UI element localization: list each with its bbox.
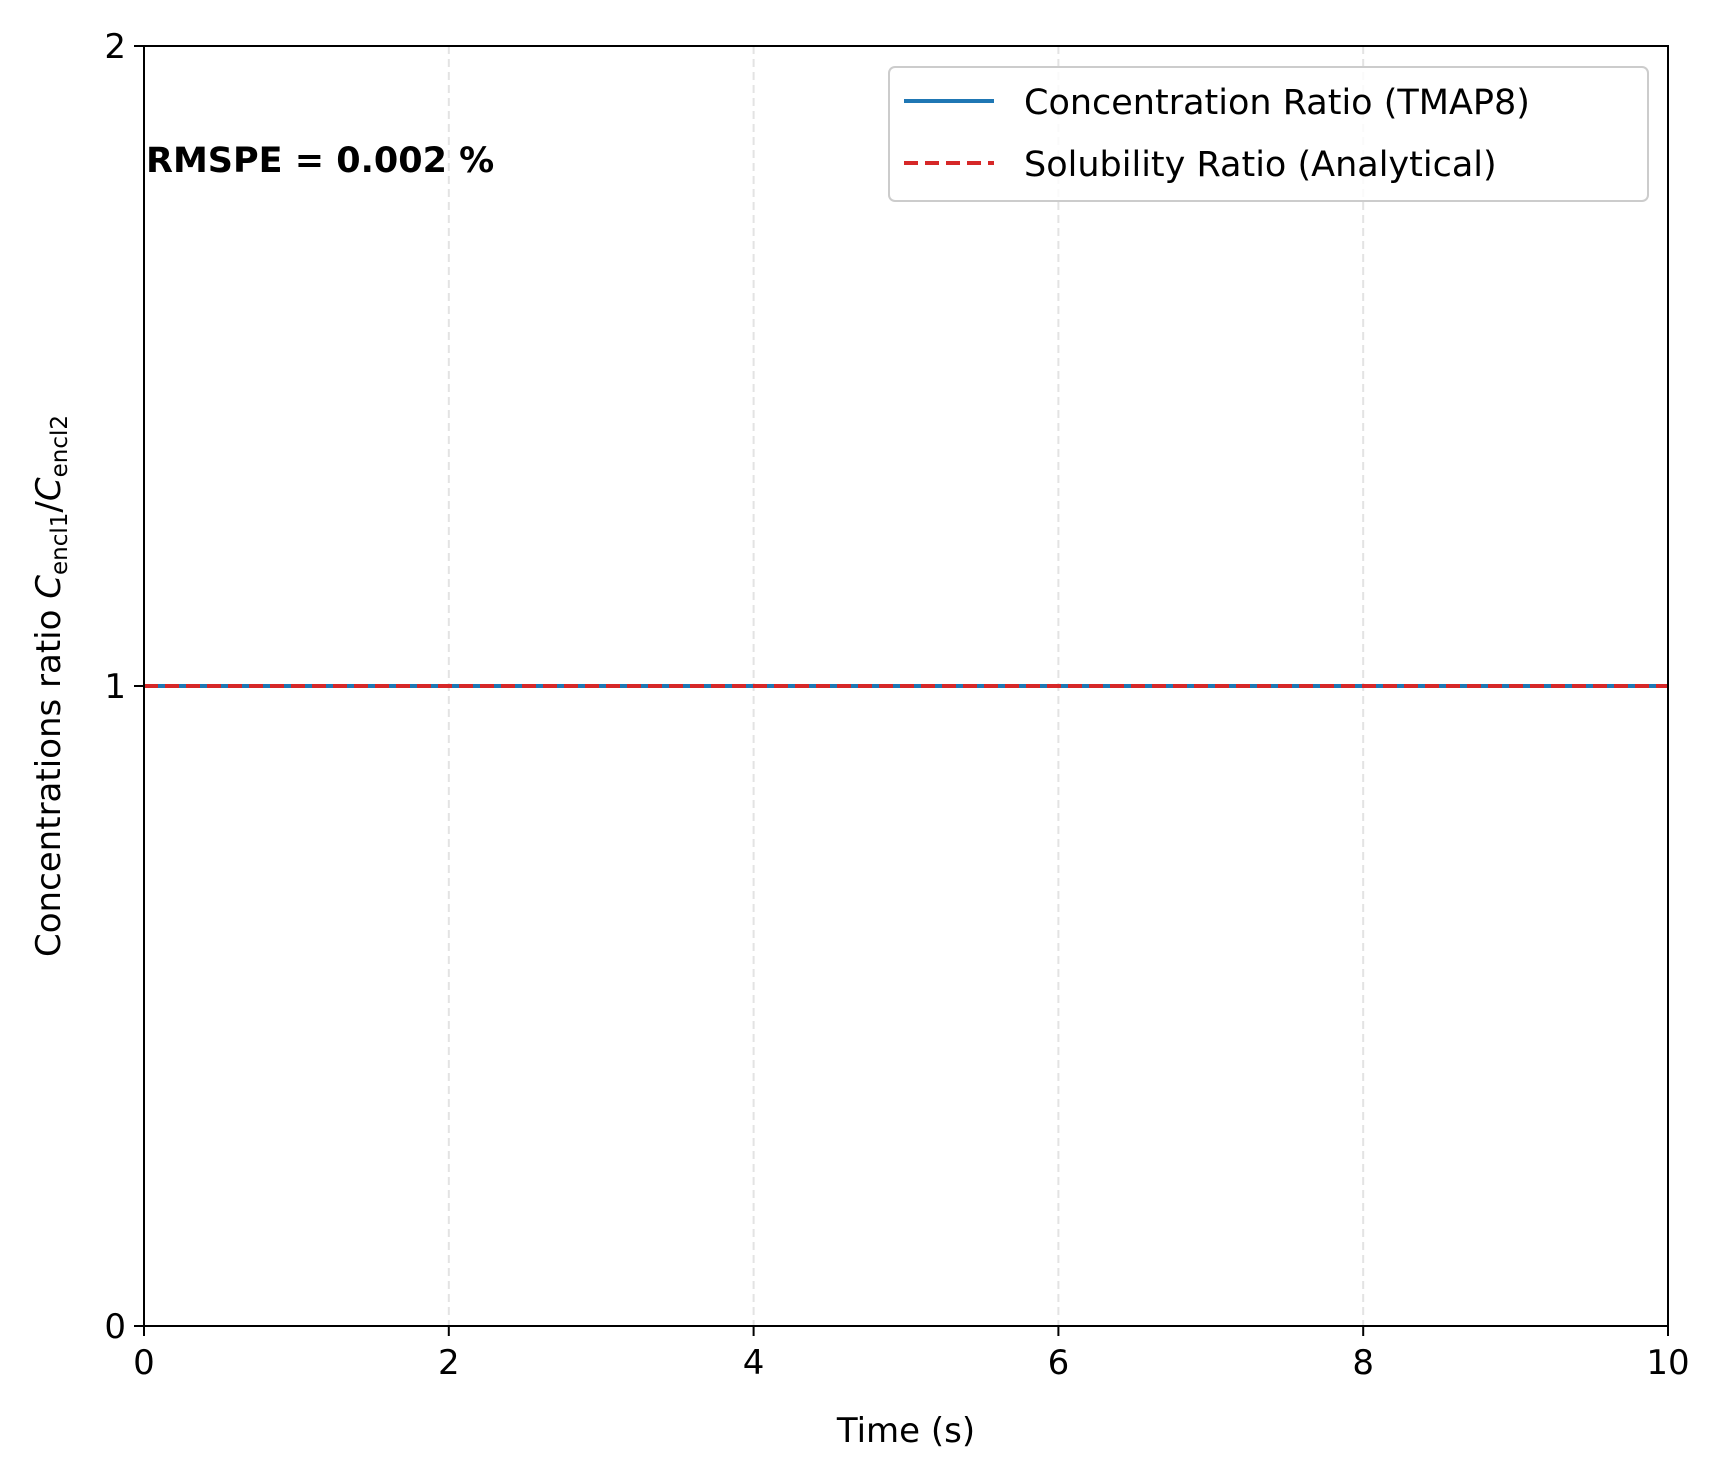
legend-label-tmap8: Concentration Ratio (TMAP8) [1024,83,1530,123]
legend-box [888,66,1649,202]
x-tick-label: 0 [133,1343,155,1383]
y-axis-label-sub2: encl2 [47,415,73,477]
x-tick-label: 10 [1646,1343,1689,1383]
x-tick-label: 2 [438,1343,460,1383]
x-tick-label: 6 [1048,1343,1070,1383]
legend-label-analytical: Solubility Ratio (Analytical) [1024,145,1497,185]
y-tick-label: 0 [104,1307,126,1347]
y-tick-label: 1 [104,667,126,707]
legend: Concentration Ratio (TMAP8) Solubility Ra… [888,66,1649,202]
x-axis-ticks: 0 2 4 6 8 10 [133,1326,1690,1383]
y-axis-label-prefix: Concentrations ratio [29,599,69,957]
y-tick-label: 2 [104,27,126,67]
y-axis-label: Concentrations ratio Cencl1/Cencl2 [29,415,73,957]
y-axis-label-slash: / [29,501,69,513]
x-tick-label: 8 [1352,1343,1374,1383]
x-axis-label: Time (s) [836,1411,975,1451]
y-axis-ticks: 0 1 2 [104,27,144,1347]
y-axis-label-c2: C [29,477,69,501]
rmspe-annotation: RMSPE = 0.002 % [146,141,494,181]
y-axis-label-sub1: encl1 [47,513,73,575]
y-axis-label-c1: C [29,575,69,599]
x-tick-label: 4 [743,1343,765,1383]
